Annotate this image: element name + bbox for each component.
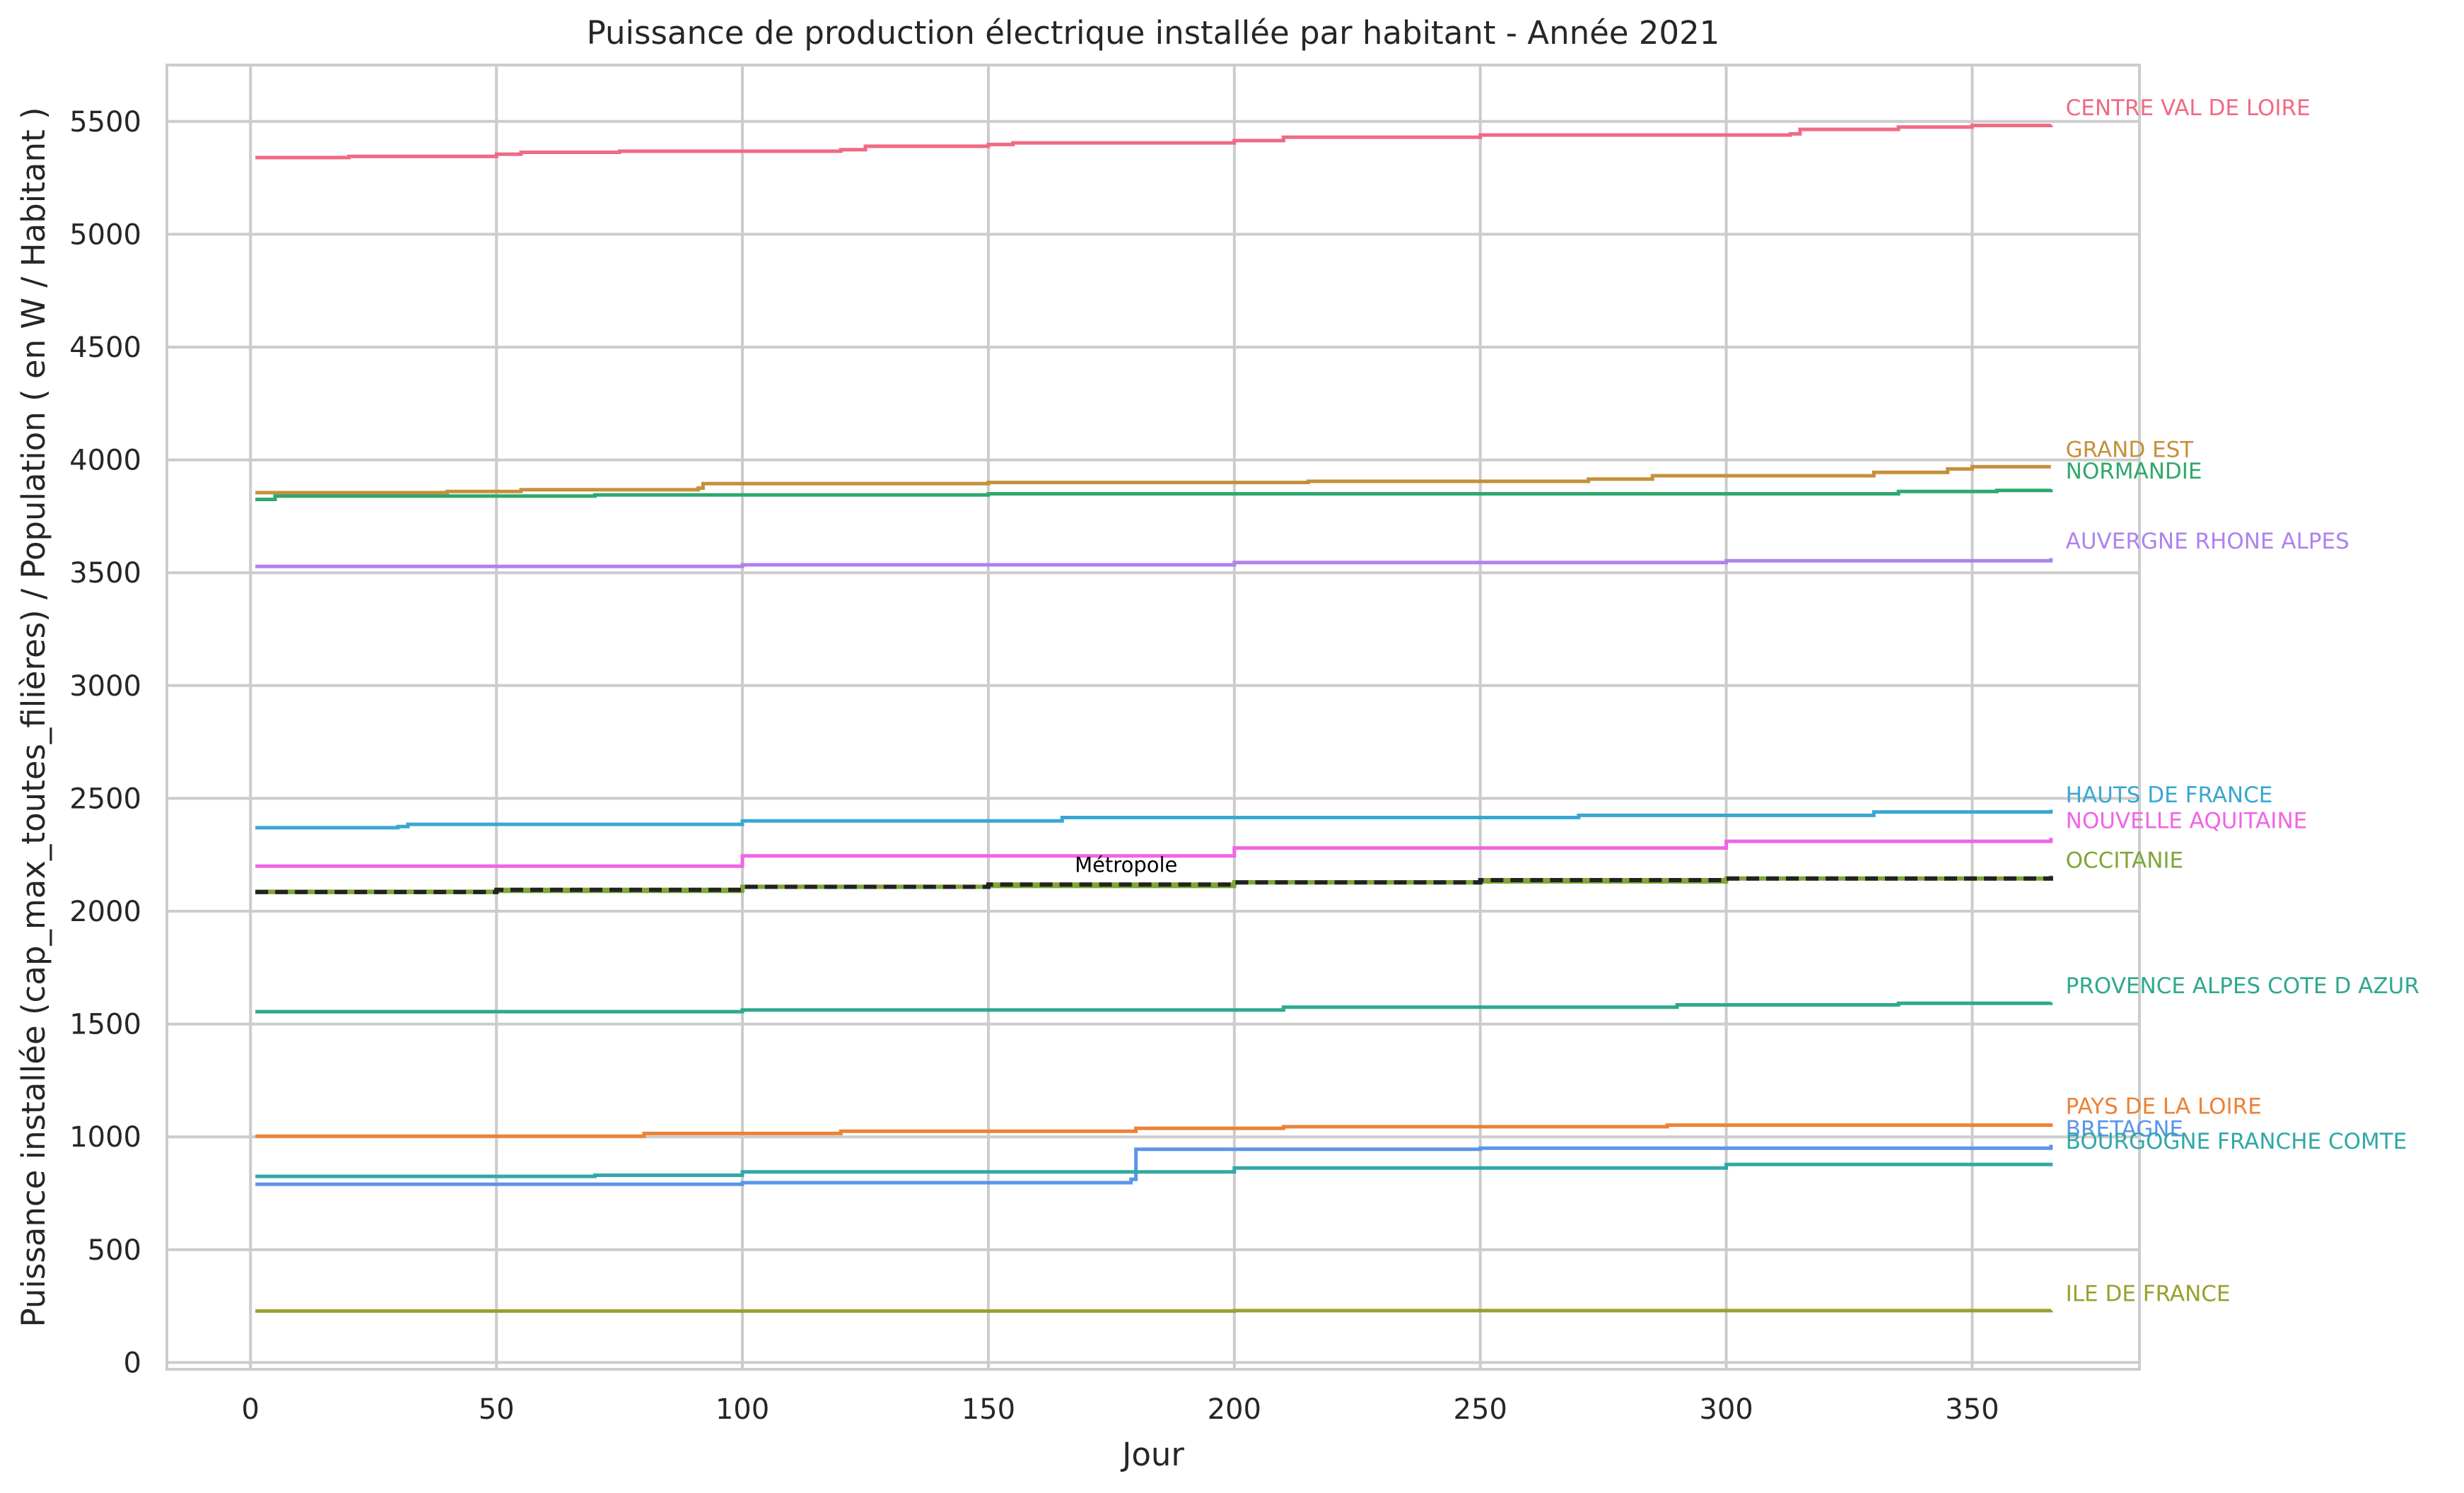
plot-frame (165, 64, 2141, 1371)
series-end-label: GRAND EST (2066, 438, 2195, 463)
series-end-label: CENTRE VAL DE LOIRE (2066, 95, 2311, 121)
chart-title: Puissance de production électrique insta… (587, 14, 1720, 52)
series-end-label: NORMANDIE (2066, 459, 2202, 484)
y-tick-label: 4000 (69, 445, 141, 477)
x-tick-label: 200 (1208, 1393, 1261, 1426)
series-line-auvergne-rhone-alpes (255, 558, 2053, 568)
grid (167, 65, 2139, 1369)
series-line-ile-de-france (255, 1308, 2053, 1313)
x-tick-label: 150 (962, 1393, 1015, 1426)
y-tick-label: 5500 (69, 106, 141, 139)
y-tick-label: 500 (88, 1234, 141, 1267)
series-end-label: NOUVELLE AQUITAINE (2066, 809, 2308, 834)
x-axis-label: Jour (1120, 1436, 1184, 1473)
series-layer (255, 124, 2053, 1313)
y-tick-label: 2000 (69, 896, 141, 928)
y-tick-label: 3000 (69, 670, 141, 703)
x-tick-label: 350 (1945, 1393, 1999, 1426)
series-line-bretagne (255, 1144, 2053, 1186)
y-tick-label: 1000 (69, 1121, 141, 1154)
x-tick-label: 300 (1699, 1393, 1753, 1426)
series-end-label: PROVENCE ALPES COTE D AZUR (2066, 973, 2419, 999)
y-tick-label: 4500 (69, 332, 141, 364)
y-tick-label: 1500 (69, 1009, 141, 1041)
series-end-label: BOURGOGNE FRANCHE COMTE (2066, 1129, 2407, 1154)
series-line-pays-de-la-loire (255, 1123, 2053, 1138)
series-line-provence-alpes-cote-d-azur (255, 1001, 2053, 1014)
y-tick-label: 3500 (69, 557, 141, 590)
x-tick-label: 0 (242, 1393, 259, 1426)
series-end-label: OCCITANIE (2066, 848, 2184, 874)
x-tick-label: 50 (479, 1393, 515, 1426)
series-end-label: BRETAGNE (2066, 1116, 2183, 1142)
series-end-label: ILE DE FRANCE (2066, 1281, 2231, 1306)
y-axis-label: Puissance installée (cap_max_toutes_fili… (15, 107, 52, 1328)
plot-area (167, 65, 2139, 1369)
y-tick-label: 5000 (69, 218, 141, 251)
series-end-label: PAYS DE LA LOIRE (2066, 1094, 2262, 1120)
series-line-bourgogne-franche-comte (255, 1162, 2053, 1178)
x-tick-label: 100 (716, 1393, 769, 1426)
annotation-label: Métropole (1075, 853, 1177, 877)
series-line-hauts-de-france (255, 809, 2053, 830)
axis-ticks: 0 50 100 150 200 250 300 3500500100015002000250… (69, 106, 1999, 1426)
y-tick-label: 0 (124, 1347, 141, 1379)
series-end-label: HAUTS DE FRANCE (2066, 783, 2273, 808)
x-tick-label: 250 (1454, 1393, 1507, 1426)
series-end-label: AUVERGNE RHONE ALPES (2066, 529, 2349, 554)
annotations: Métropole (1075, 853, 1177, 877)
y-tick-label: 2500 (69, 783, 141, 815)
series-line-nouvelle-aquitaine (255, 838, 2053, 868)
series-line-centre-val-de-loire (255, 124, 2053, 160)
series-line-normandie (255, 488, 2053, 501)
series-line-grand-est (255, 464, 2051, 495)
series-line-m-tropole (255, 876, 2053, 894)
